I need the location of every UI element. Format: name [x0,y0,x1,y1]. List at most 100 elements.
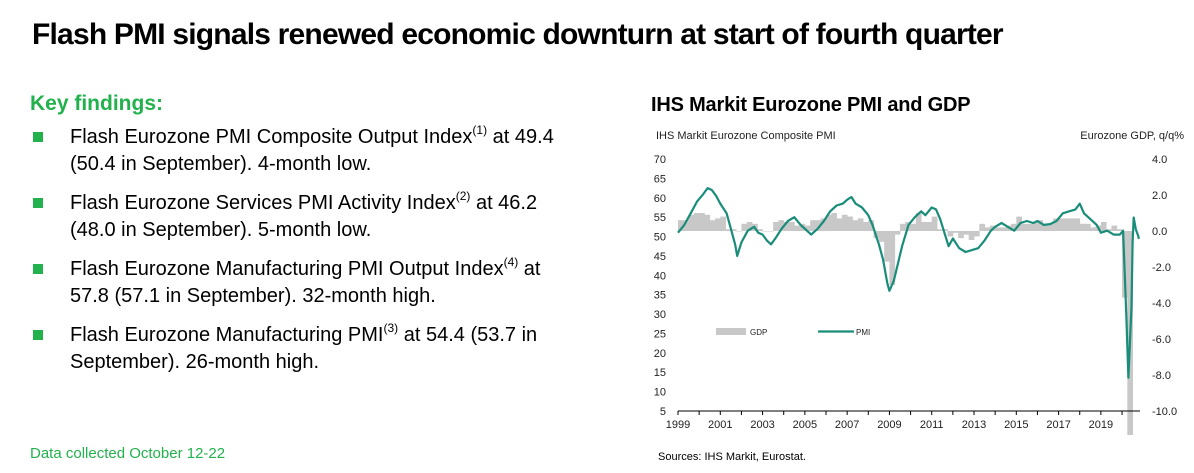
footnote-ref: (3) [383,321,399,335]
footnote-ref: (1) [472,123,488,137]
left-tick-label: 50 [654,232,666,244]
bullet-square-icon [33,330,43,340]
x-tick-label: 2005 [793,419,817,431]
right-tick-label: -10.0 [1152,406,1177,418]
x-tick-label: 2017 [1046,419,1070,431]
gdp-bar [1042,223,1049,231]
gdp-bar [1111,225,1118,231]
finding-manufacturing-output: Flash Eurozone Manufacturing PMI Output … [30,256,570,310]
gdp-bar [847,216,853,231]
x-tick-label: 2013 [962,419,986,431]
gdp-bar [794,225,800,231]
x-tick-label: 2015 [1004,419,1028,431]
gdp-bar [841,214,848,231]
gdp-bar [1032,222,1038,231]
gdp-bar [1063,218,1070,231]
gdp-bar [720,216,726,231]
gdp-bar [1021,223,1028,231]
gdp-bar [746,222,753,231]
gdp-bar [926,222,933,231]
finding-text: Flash Eurozone PMI Composite Output Inde… [70,126,473,148]
legend-gdp-label: GDP [750,328,767,337]
gdp-bar [884,231,890,262]
gdp-bar [1085,223,1091,231]
gdp-bar [1090,227,1096,231]
gdp-bar [878,231,885,242]
left-tick-label: 25 [654,328,666,340]
gdp-bar [831,213,837,231]
left-tick-label: 15 [654,367,666,379]
finding-text: Flash Eurozone Services PMI Activity Ind… [70,192,456,214]
gdp-bar [915,213,922,231]
gdp-bar [1100,222,1107,231]
finding-text: Flash Eurozone Manufacturing PMI [70,324,384,346]
gdp-bar [678,220,684,231]
gdp-bar [767,231,774,232]
legend-gdp-swatch [716,328,746,335]
right-tick-label: -6.0 [1152,334,1171,346]
gdp-bar [1053,218,1059,231]
gdp-bar [757,229,763,231]
x-tick-label: 2011 [920,419,944,431]
gdp-bar [736,231,742,232]
gdp-bar [704,214,711,231]
finding-text: Flash Eurozone Manufacturing PMI Output … [70,258,504,280]
gdp-bar [937,229,943,231]
key-findings-heading: Key findings: [30,92,164,115]
gdp-bar [1079,223,1086,231]
bullet-square-icon [33,198,43,208]
gdp-bar [1011,223,1017,231]
gdp-bar [1000,227,1007,231]
x-tick-label: 2007 [835,419,859,431]
right-tick-label: 4.0 [1152,154,1167,166]
gdp-bar [1037,220,1044,231]
gdp-bar [709,220,716,231]
gdp-bar [1048,223,1054,231]
left-tick-label: 55 [654,212,666,224]
gdp-bar [857,218,864,231]
gdp-bar [1058,218,1065,231]
right-tick-label: -4.0 [1152,298,1171,310]
gdp-bar [947,231,954,237]
gdp-bar [820,218,827,231]
finding-manufacturing-pmi: Flash Eurozone Manufacturing PMI(3) at 5… [30,322,570,376]
bullet-square-icon [33,132,43,142]
gdp-bar [1069,218,1075,231]
gdp-bar [688,214,695,231]
finding-detail: at 54.4 (53.7 in September). 26-month hi… [70,324,538,373]
gdp-bar [894,231,901,235]
gdp-bar [900,223,906,231]
left-tick-label: 5 [660,406,666,418]
gdp-bar [910,223,917,231]
gdp-bar [762,231,769,232]
right-tick-label: 2.0 [1152,190,1167,202]
gdp-bar [863,222,869,231]
gdp-bar [730,229,737,231]
gdp-bar [984,227,991,231]
gdp-bar [979,223,985,231]
page-title: Flash PMI signals renewed economic downt… [32,18,1004,51]
gdp-bar [836,218,843,231]
footnote-ref: (4) [503,255,519,269]
right-tick-label: 0.0 [1152,226,1167,238]
left-tick-label: 20 [654,348,666,360]
gdp-bar [789,222,795,231]
x-tick-label: 1999 [666,419,690,431]
gdp-bar [889,231,896,285]
gdp-bar [693,213,700,231]
gdp-bar [963,231,970,235]
left-tick-label: 70 [654,154,666,166]
key-findings-list: Flash Eurozone PMI Composite Output Inde… [30,124,570,388]
gdp-bar [921,222,927,231]
gdp-bar [715,218,721,231]
gdp-bar [942,229,948,231]
gdp-bar [868,220,874,231]
right-tick-label: -2.0 [1152,262,1171,274]
gdp-bar [995,227,1001,231]
left-tick-label: 45 [654,251,666,263]
gdp-bar [931,216,938,231]
gdp-bar [826,214,832,231]
gdp-bar [699,213,705,231]
gdp-bar [804,225,811,231]
gdp-bar [815,220,822,231]
